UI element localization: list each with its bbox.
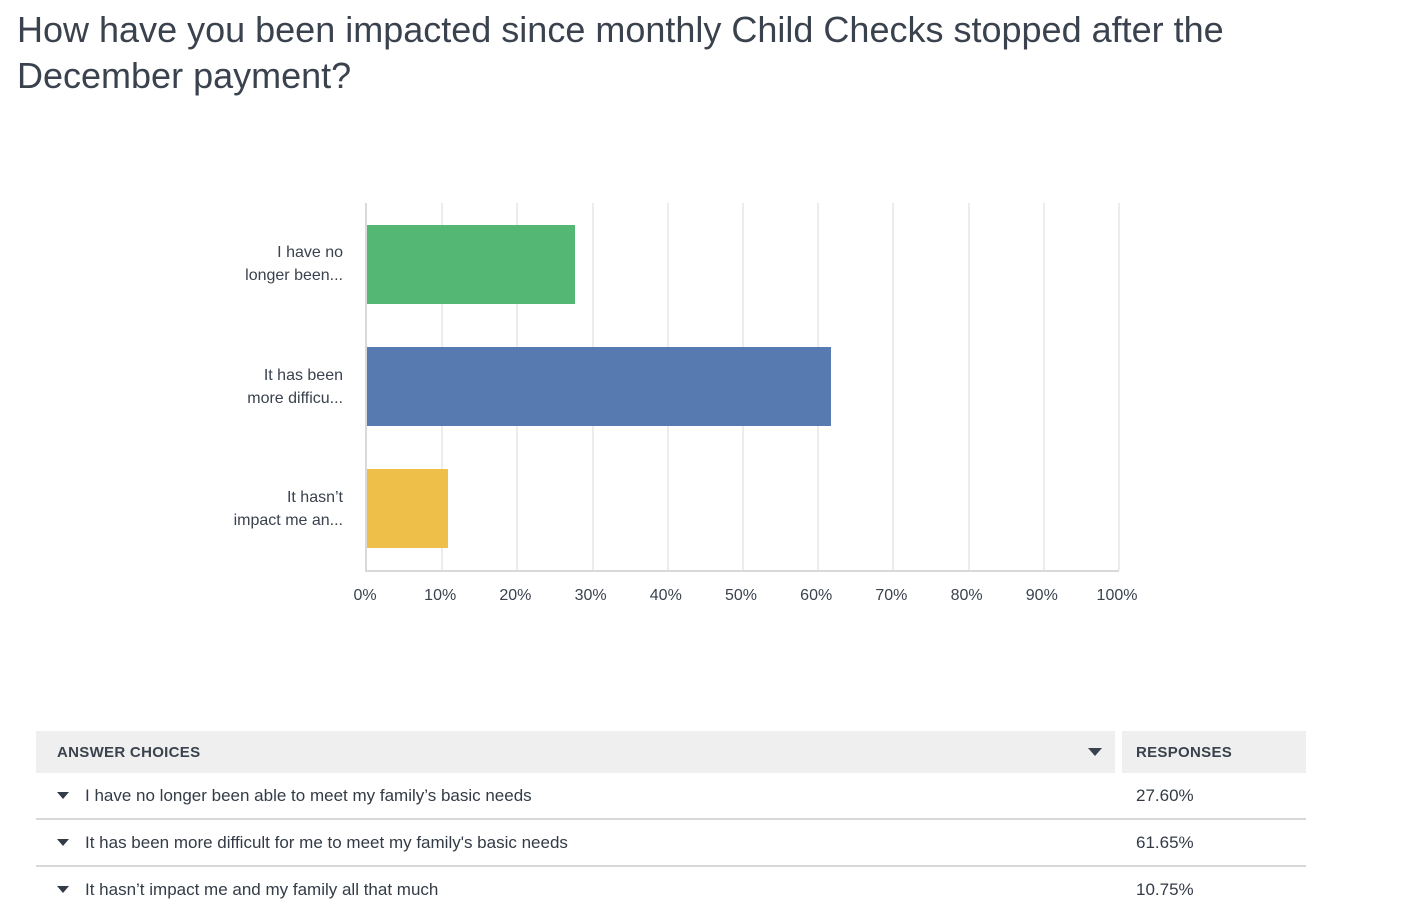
category-label-1: It has been more difficu... [247, 366, 343, 407]
table-header-row: ANSWER CHOICES RESPONSES [36, 731, 1306, 773]
question-title-line-2: December payment? [17, 55, 352, 96]
gridline-70 [892, 203, 895, 570]
response-cell-1: 61.65% [1136, 832, 1194, 852]
gridline-100 [1118, 203, 1120, 570]
answer-cell-2: It hasn’t impact me and my family all th… [36, 880, 1115, 900]
answer-text-2: It hasn’t impact me and my family all th… [85, 879, 439, 899]
answer-text-0: I have no longer been able to meet my fa… [85, 785, 532, 805]
answer-cell-0: I have no longer been able to meet my fa… [36, 786, 1115, 806]
plot-area [365, 203, 1120, 572]
x-tick-label-80: 80% [950, 587, 983, 604]
horizontal-bar-chart: I have no longer been... It has been more d… [0, 203, 1137, 614]
gridline-90 [1042, 203, 1045, 570]
row-expand-icon-2[interactable] [57, 886, 69, 893]
x-tick-label-90: 90% [1025, 587, 1058, 604]
answer-choices-header[interactable]: ANSWER CHOICES [36, 731, 1115, 773]
category-label-2: It hasn’t impact me an... [233, 488, 343, 529]
x-tick-label-10: 10% [424, 587, 457, 604]
responses-header-label: RESPONSES [1136, 743, 1233, 761]
x-axis: 0% 10% 20% 30% 40% 50% 60% 70% 80% 90% 100% [353, 584, 1137, 614]
response-cell-2: 10.75% [1136, 879, 1194, 899]
x-tick-label-100: 100% [1096, 587, 1138, 604]
x-tick-label-0: 0% [353, 587, 377, 604]
bar-2 [367, 469, 448, 549]
x-tick-label-50: 50% [724, 587, 758, 604]
table-row-2: It hasn’t impact me and my family all th… [36, 867, 1306, 912]
answer-choices-table: ANSWER CHOICES RESPONSES I have no longe… [36, 731, 1306, 912]
x-tick-label-70: 70% [875, 587, 908, 604]
answer-cell-1: It has been more difficult for me to mee… [36, 833, 1115, 853]
answer-text-1: It has been more difficult for me to mee… [85, 832, 568, 852]
row-expand-icon-0[interactable] [57, 792, 69, 799]
x-tick-label-30: 30% [574, 587, 607, 604]
row-expand-icon-1[interactable] [57, 839, 69, 846]
sort-dropdown-icon[interactable] [1088, 748, 1102, 756]
question-title-line-1: How have you been impacted since monthly… [17, 9, 1224, 50]
table-body: I have no longer been able to meet my fa… [36, 773, 1306, 912]
x-tick-label-60: 60% [800, 587, 833, 604]
question-title: How have you been impacted since monthly… [17, 7, 1224, 99]
category-axis-labels: I have no longer been... It has been more d… [0, 203, 343, 570]
answer-choices-header-label: ANSWER CHOICES [57, 743, 201, 761]
table-row-1: It has been more difficult for me to mee… [36, 820, 1306, 867]
bar-1 [367, 347, 831, 426]
response-cell-0: 27.60% [1136, 785, 1194, 805]
gridline-80 [967, 203, 970, 570]
category-label-0: I have no longer been... [245, 244, 343, 285]
x-tick-label-20: 20% [499, 587, 532, 604]
table-row-0: I have no longer been able to meet my fa… [36, 773, 1306, 820]
responses-header: RESPONSES [1122, 731, 1306, 773]
x-tick-label-40: 40% [649, 587, 682, 604]
bar-0 [367, 224, 575, 304]
